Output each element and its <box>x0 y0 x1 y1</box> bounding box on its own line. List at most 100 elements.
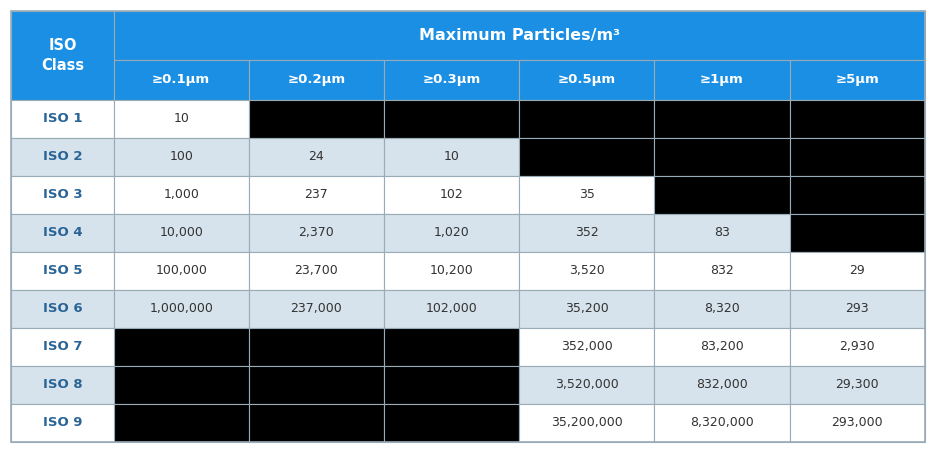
Text: 237,000: 237,000 <box>290 302 343 315</box>
Bar <box>654 251 790 289</box>
Bar <box>11 138 113 176</box>
Text: 3,520: 3,520 <box>569 264 605 277</box>
Bar <box>113 100 249 138</box>
Text: 832,000: 832,000 <box>696 378 748 391</box>
Bar <box>790 289 925 328</box>
Bar <box>519 251 654 289</box>
Bar <box>249 366 384 404</box>
Bar <box>790 138 925 176</box>
Text: 23,700: 23,700 <box>295 264 338 277</box>
Bar <box>519 60 654 100</box>
Text: 352: 352 <box>575 226 599 239</box>
Bar <box>519 289 654 328</box>
Bar <box>384 100 519 138</box>
Bar <box>519 138 654 176</box>
Bar <box>654 404 790 442</box>
Bar <box>249 138 384 176</box>
Bar <box>249 176 384 214</box>
Bar <box>249 213 384 251</box>
Bar <box>113 138 249 176</box>
Text: ≥0.2μm: ≥0.2μm <box>287 73 345 86</box>
Text: ≥1μm: ≥1μm <box>700 73 744 86</box>
Text: ISO 2: ISO 2 <box>43 150 82 163</box>
Text: ≥5μm: ≥5μm <box>835 73 879 86</box>
Bar <box>790 60 925 100</box>
Bar <box>654 366 790 404</box>
Bar <box>11 366 113 404</box>
Bar <box>249 289 384 328</box>
Bar <box>519 404 654 442</box>
Bar <box>11 176 113 214</box>
Text: 102: 102 <box>440 188 463 201</box>
Bar <box>384 366 519 404</box>
Bar <box>384 251 519 289</box>
Bar <box>519 328 654 366</box>
Text: 10,000: 10,000 <box>159 226 203 239</box>
Text: ISO 3: ISO 3 <box>42 188 82 201</box>
Bar <box>790 100 925 138</box>
Bar <box>11 11 113 100</box>
Text: Maximum Particles/m³: Maximum Particles/m³ <box>418 28 620 43</box>
Bar <box>790 366 925 404</box>
Text: ISO 1: ISO 1 <box>43 112 82 125</box>
Text: 29: 29 <box>849 264 865 277</box>
Text: ISO 5: ISO 5 <box>43 264 82 277</box>
Text: 35,200,000: 35,200,000 <box>551 416 622 429</box>
Bar <box>113 213 249 251</box>
Bar <box>384 328 519 366</box>
Text: 8,320: 8,320 <box>704 302 739 315</box>
Bar <box>113 11 925 60</box>
Text: 24: 24 <box>309 150 324 163</box>
Bar <box>384 404 519 442</box>
Bar <box>11 213 113 251</box>
Text: 1,000,000: 1,000,000 <box>149 302 213 315</box>
Text: 83,200: 83,200 <box>700 340 744 353</box>
Bar <box>113 328 249 366</box>
Bar <box>384 176 519 214</box>
Text: 1,000: 1,000 <box>163 188 199 201</box>
Text: ISO
Class: ISO Class <box>41 38 84 73</box>
Bar <box>519 213 654 251</box>
Bar <box>113 289 249 328</box>
Text: 29,300: 29,300 <box>835 378 879 391</box>
Text: 8,320,000: 8,320,000 <box>690 416 753 429</box>
Bar <box>654 328 790 366</box>
Bar <box>11 404 113 442</box>
Bar <box>11 251 113 289</box>
Bar <box>113 251 249 289</box>
Bar <box>790 328 925 366</box>
Text: ISO 4: ISO 4 <box>42 226 82 239</box>
Bar <box>519 100 654 138</box>
Bar <box>384 289 519 328</box>
Text: ≥0.5μm: ≥0.5μm <box>558 73 616 86</box>
Bar <box>249 60 384 100</box>
Text: ISO 8: ISO 8 <box>42 378 82 391</box>
Text: 10: 10 <box>173 112 189 125</box>
Text: 293: 293 <box>845 302 869 315</box>
Bar <box>654 100 790 138</box>
Text: 10: 10 <box>444 150 460 163</box>
Text: 2,930: 2,930 <box>840 340 875 353</box>
Text: 2,370: 2,370 <box>299 226 334 239</box>
Bar <box>384 138 519 176</box>
Bar <box>519 176 654 214</box>
Bar <box>113 60 249 100</box>
Bar <box>654 60 790 100</box>
Text: ISO 7: ISO 7 <box>43 340 82 353</box>
Text: 237: 237 <box>304 188 329 201</box>
Bar <box>11 289 113 328</box>
Bar <box>113 404 249 442</box>
Bar <box>654 138 790 176</box>
Bar <box>654 176 790 214</box>
Text: 3,520,000: 3,520,000 <box>555 378 619 391</box>
Text: ISO 9: ISO 9 <box>43 416 82 429</box>
Bar <box>790 404 925 442</box>
Text: 102,000: 102,000 <box>426 302 477 315</box>
Text: 293,000: 293,000 <box>831 416 883 429</box>
Bar <box>249 404 384 442</box>
Bar <box>249 251 384 289</box>
Text: 83: 83 <box>714 226 730 239</box>
Bar <box>384 60 519 100</box>
Bar <box>790 213 925 251</box>
Text: ≥0.3μm: ≥0.3μm <box>422 73 481 86</box>
